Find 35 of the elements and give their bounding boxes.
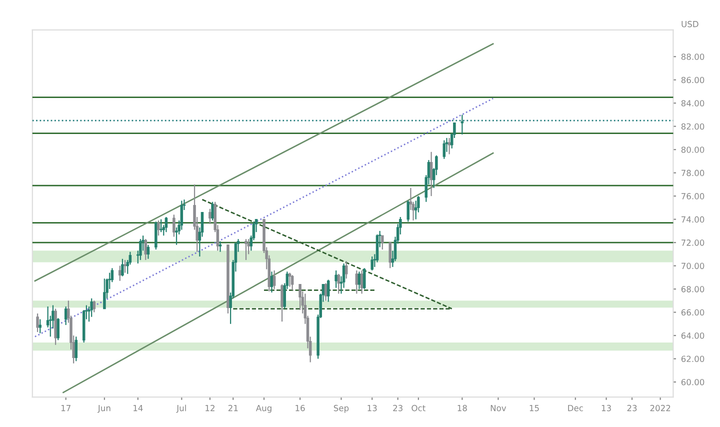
x-tick-label: 12 — [206, 404, 214, 412]
x-tick-label: 16 — [296, 404, 305, 412]
x-tick-label: Sep — [334, 404, 349, 413]
y-tick-label: 80.00 — [681, 146, 704, 153]
x-tick-label: Aug — [256, 405, 272, 413]
y-tick-label: 74.00 — [682, 216, 704, 223]
y-tick-label: 84.00 — [681, 100, 704, 106]
y-tick-label: 62.00 — [681, 356, 704, 362]
x-tick-label: Jul — [176, 404, 186, 413]
y-axis-title: USD — [682, 20, 698, 28]
x-tick-label: 15 — [530, 405, 539, 412]
y-tick-label: 60.00 — [681, 378, 704, 386]
x-tick-label: Dec — [568, 405, 583, 412]
x-tick-label: 2022 — [650, 404, 670, 412]
y-tick-label: 88.00 — [681, 54, 704, 60]
x-tick-label: 13 — [368, 404, 377, 412]
x-tick-label: 23 — [393, 404, 402, 412]
x-tick-label: Nov — [490, 405, 506, 412]
x-tick-label: Jun — [98, 405, 110, 413]
y-tick-label: 78.00 — [682, 170, 704, 176]
x-tick-label: 23 — [627, 404, 637, 412]
y-tick-label: 86.00 — [681, 76, 704, 84]
y-tick-label: 66.00 — [681, 309, 704, 316]
x-tick-label: 17 — [61, 405, 70, 412]
y-tick-label: 82.00 — [681, 123, 704, 130]
x-tick-label: 21 — [228, 404, 238, 412]
y-tick-label: 76.00 — [682, 193, 704, 200]
y-tick-label: 70.00 — [682, 262, 704, 270]
x-tick-label: Oct — [412, 404, 426, 412]
x-tick-label: 14 — [134, 405, 143, 412]
y-tick-label: 72.00 — [682, 240, 704, 246]
x-tick-label: 18 — [458, 404, 467, 412]
x-tick-label: 13 — [602, 404, 611, 412]
y-tick-label: 64.00 — [681, 332, 704, 339]
y-tick-label: 68.00 — [681, 286, 704, 292]
